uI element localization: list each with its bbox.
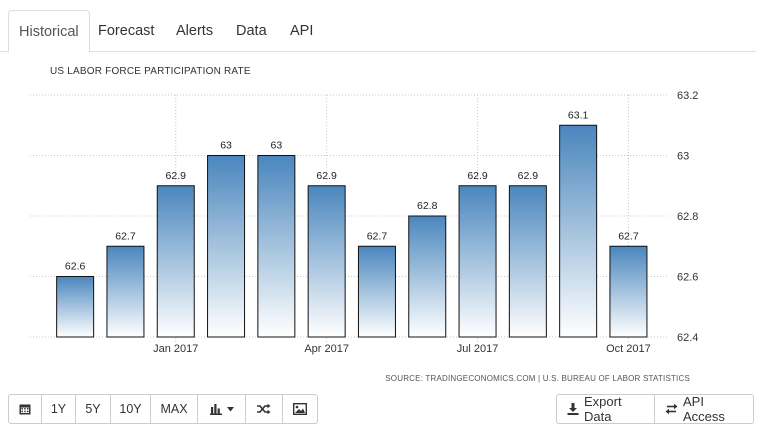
compare-button[interactable] bbox=[246, 394, 283, 424]
tab-forecast[interactable]: Forecast bbox=[98, 23, 155, 39]
chart-type-button[interactable] bbox=[198, 394, 246, 424]
data-label: 63 bbox=[220, 140, 232, 152]
bar[interactable] bbox=[56, 276, 95, 338]
data-label: 62.9 bbox=[166, 170, 187, 182]
data-label: 63.1 bbox=[568, 109, 589, 121]
x-tick-label: Oct 2017 bbox=[606, 343, 651, 355]
bar[interactable] bbox=[257, 155, 296, 338]
calendar-button[interactable] bbox=[8, 394, 42, 424]
api-access-label: API Access bbox=[683, 394, 725, 424]
range-max-button[interactable]: MAX bbox=[151, 394, 198, 424]
range-10y-button[interactable]: 10Y bbox=[111, 394, 151, 424]
bar[interactable] bbox=[458, 185, 497, 338]
range-5y-button[interactable]: 5Y bbox=[76, 394, 111, 424]
exchange-icon bbox=[665, 403, 678, 415]
bar[interactable] bbox=[559, 124, 598, 338]
data-label: 63 bbox=[271, 140, 283, 152]
bar[interactable] bbox=[106, 245, 145, 338]
bar[interactable] bbox=[156, 185, 195, 338]
data-label: 62.9 bbox=[467, 170, 488, 182]
chart-toolbar: 1Y 5Y 10Y MAX bbox=[8, 394, 318, 424]
y-tick-label: 62.8 bbox=[677, 211, 698, 223]
tab-api[interactable]: API bbox=[290, 23, 314, 39]
y-tick-label: 62.6 bbox=[677, 272, 698, 284]
data-label: 62.8 bbox=[417, 200, 438, 212]
calendar-icon bbox=[19, 403, 31, 415]
download-icon bbox=[567, 403, 579, 415]
data-label: 62.7 bbox=[618, 230, 639, 242]
data-access-toolbar: Export Data API Access bbox=[556, 394, 754, 424]
bar[interactable] bbox=[609, 245, 648, 338]
export-data-button[interactable]: Export Data bbox=[556, 394, 655, 424]
data-label: 62.7 bbox=[115, 230, 136, 242]
bar[interactable] bbox=[307, 185, 346, 338]
x-tick-label: Jul 2017 bbox=[457, 343, 499, 355]
image-icon bbox=[293, 403, 307, 415]
bar[interactable] bbox=[508, 185, 547, 338]
y-tick-label: 63.2 bbox=[677, 90, 698, 102]
data-label: 62.7 bbox=[367, 230, 388, 242]
caret-down-icon bbox=[226, 406, 234, 412]
chart-source: SOURCE: TRADINGECONOMICS.COM | U.S. BURE… bbox=[385, 374, 690, 383]
bar-chart-icon bbox=[209, 403, 224, 415]
bar[interactable] bbox=[357, 245, 396, 338]
tab-historical[interactable]: Historical bbox=[8, 10, 90, 53]
tab-data[interactable]: Data bbox=[236, 23, 267, 39]
api-access-button[interactable]: API Access bbox=[655, 394, 754, 424]
data-label: 62.9 bbox=[316, 170, 337, 182]
y-tick-label: 62.4 bbox=[677, 332, 698, 344]
export-data-label: Export Data bbox=[584, 394, 622, 424]
x-tick-label: Apr 2017 bbox=[304, 343, 349, 355]
tab-bar: Historical Forecast Alerts Data API bbox=[0, 10, 756, 53]
chart-title: US LABOR FORCE PARTICIPATION RATE bbox=[50, 66, 251, 77]
range-1y-button[interactable]: 1Y bbox=[42, 394, 76, 424]
data-label: 62.6 bbox=[65, 261, 86, 273]
bar[interactable] bbox=[207, 155, 246, 338]
shuffle-icon bbox=[257, 403, 271, 415]
x-tick-label: Jan 2017 bbox=[153, 343, 198, 355]
bar[interactable] bbox=[408, 215, 447, 338]
tab-alerts[interactable]: Alerts bbox=[176, 23, 214, 39]
data-label: 62.9 bbox=[518, 170, 539, 182]
image-button[interactable] bbox=[283, 394, 318, 424]
y-tick-label: 63 bbox=[677, 151, 689, 163]
bar-chart: US LABOR FORCE PARTICIPATION RATE 62.6 62… bbox=[30, 66, 698, 383]
